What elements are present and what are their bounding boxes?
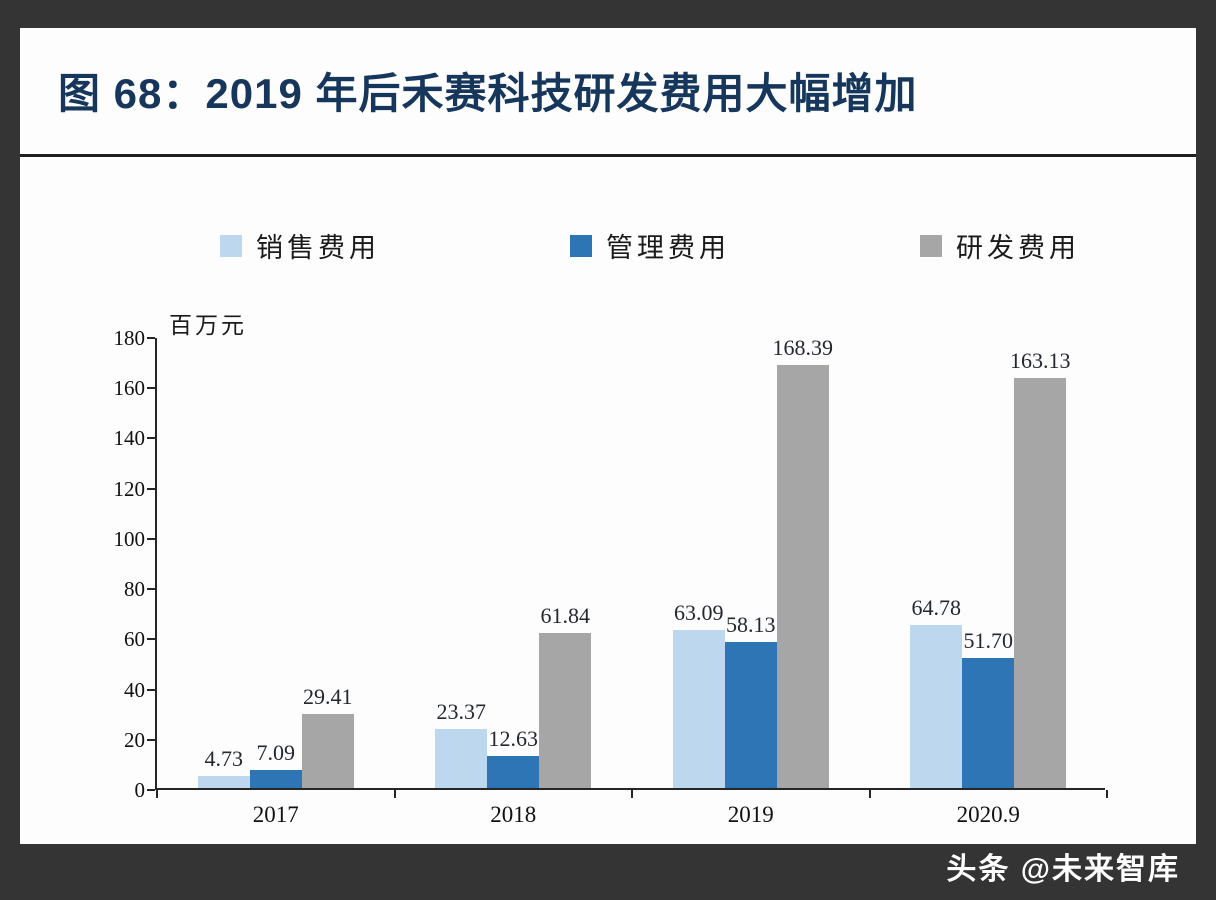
bar-2020.9-研发费用 (1014, 378, 1067, 788)
bar-2017-研发费用 (301, 714, 354, 788)
y-axis-tick-label: 80 (124, 577, 145, 602)
bar-value-label: 7.09 (256, 740, 296, 766)
x-axis-tick-mark (393, 790, 396, 798)
bar-value-label: 51.70 (963, 628, 1014, 654)
y-axis-tick-mark (147, 437, 155, 440)
bar-value-label: 63.09 (674, 599, 724, 625)
bar-value-label: 23.37 (436, 699, 487, 725)
bar-2020.9-销售费用 (910, 625, 963, 788)
y-axis-tick-label: 160 (113, 376, 146, 401)
plot-area: 百万元 0 20 40 60 80 100 120 140 160 180 4.73 7.09 29.4… (114, 313, 1108, 827)
y-axis-tick-mark (147, 487, 155, 490)
bar-2019-研发费用 (776, 365, 829, 788)
legend-label: 销售费用 (256, 233, 380, 263)
legend-label: 研发费用 (956, 233, 1080, 263)
title-divider (20, 154, 1196, 157)
x-axis-tick-mark (868, 790, 871, 798)
y-axis-tick-mark (147, 588, 155, 591)
y-axis-tick-mark (147, 387, 155, 390)
x-axis-category-label: 2017 (252, 802, 299, 827)
bar-2020.9-管理费用 (962, 658, 1015, 788)
legend-swatch-icon (220, 234, 242, 257)
legend-label: 管理费用 (606, 233, 730, 263)
figure-panel: 图 68：2019 年后禾赛科技研发费用大幅增加 销售费用 管理费用 研发费用 百万… (20, 28, 1196, 844)
figure-title: 图 68：2019 年后禾赛科技研发费用大幅增加 (58, 70, 918, 117)
bar-2018-研发费用 (539, 632, 592, 788)
bar-value-label: 4.73 (204, 746, 244, 772)
y-axis-tick-label: 20 (124, 727, 145, 752)
y-axis-tick-mark (147, 638, 155, 641)
bar-2017-销售费用 (197, 776, 250, 788)
bar-value-label: 29.41 (303, 684, 353, 710)
bar-value-label: 58.13 (726, 612, 776, 638)
y-axis-tick-label: 100 (113, 526, 146, 551)
bar-2018-管理费用 (487, 756, 540, 788)
y-axis-tick-label: 120 (113, 476, 146, 501)
bar-2019-销售费用 (672, 629, 725, 788)
watermark: 头条 @未来智库 (946, 853, 1180, 886)
y-axis-tick-label: 0 (134, 778, 146, 802)
y-axis-tick-label: 40 (124, 677, 145, 702)
x-axis-category-label: 2019 (727, 802, 774, 827)
x-axis-tick-mark (631, 790, 633, 798)
y-axis-tick-mark (147, 738, 155, 741)
x-axis-category-label: 2020.9 (956, 802, 1020, 827)
bar-value-label: 168.39 (772, 335, 834, 361)
legend-swatch-icon (570, 234, 592, 257)
y-axis-tick-mark (147, 537, 155, 540)
y-axis-tick-mark (147, 337, 155, 339)
bar-2018-销售费用 (435, 729, 488, 788)
bar-2019-管理费用 (724, 642, 777, 788)
bar-value-label: 163.13 (1010, 348, 1071, 374)
x-axis-tick-mark (1106, 790, 1108, 798)
bar-value-label: 64.78 (911, 595, 962, 621)
legend-item-2: 管理费用 (570, 226, 730, 265)
y-axis-tick-mark (147, 688, 155, 691)
y-axis-tick-label: 180 (113, 326, 146, 350)
legend-swatch-icon (920, 234, 942, 257)
legend-item-1: 销售费用 (220, 226, 380, 265)
x-axis-tick-mark (156, 790, 158, 798)
x-axis-category-label: 2018 (490, 802, 537, 827)
chart-legend: 销售费用 管理费用 研发费用 (220, 226, 1080, 265)
bar-2017-管理费用 (249, 770, 302, 788)
bar-value-label: 61.84 (540, 602, 591, 628)
bar-value-label: 12.63 (488, 726, 539, 752)
y-axis-tick-mark (147, 789, 155, 791)
y-axis-tick-label: 140 (113, 426, 146, 451)
y-axis-tick-label: 60 (124, 627, 145, 652)
legend-item-3: 研发费用 (920, 226, 1080, 265)
y-axis-unit-label: 百万元 (169, 313, 247, 338)
